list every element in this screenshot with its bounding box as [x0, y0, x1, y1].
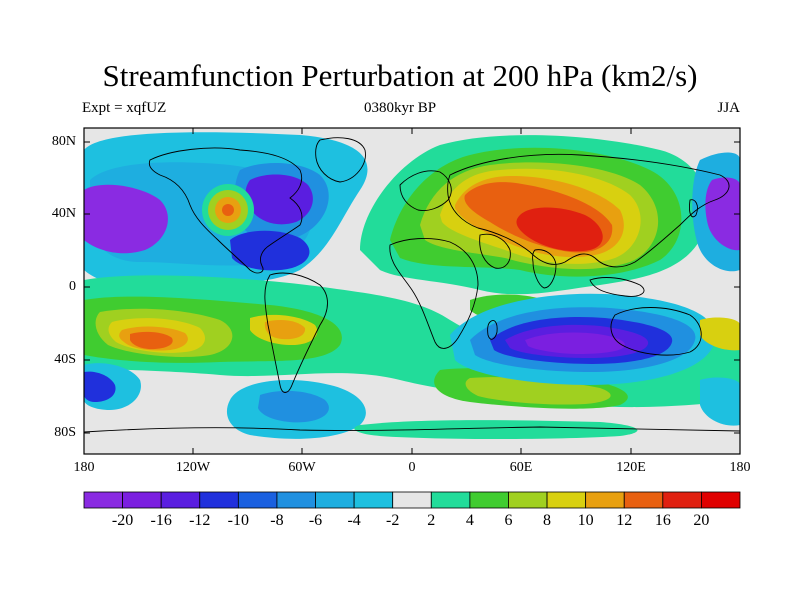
contour-pacific-pos-4	[222, 204, 234, 216]
colorbar-swatch	[508, 491, 548, 509]
contour-so-neg-right	[700, 377, 740, 426]
y-tick-label: 80N	[51, 134, 76, 149]
colorbar-swatch	[160, 491, 201, 509]
contour-so-neg-left2	[84, 371, 116, 402]
x-tick-label: 60W	[288, 460, 316, 475]
colorbar-swatch	[623, 491, 664, 509]
colorbar-swatch	[469, 491, 509, 509]
colorbar-swatch	[353, 491, 394, 509]
y-tick-label: 40S	[54, 352, 76, 367]
colorbar-label: 16	[654, 512, 671, 529]
colorbar-label: -20	[111, 512, 134, 529]
tick-marks	[84, 128, 740, 454]
colorbar-label: -10	[227, 512, 249, 529]
colorbar-swatch	[430, 491, 471, 509]
colorbar-label: -4	[347, 512, 361, 529]
colorbar-swatch	[701, 491, 741, 509]
time-label: 0380kyr BP	[363, 100, 437, 116]
colorbar-swatch	[315, 491, 355, 509]
colorbar-label: 8	[543, 512, 552, 529]
colorbar-label: -2	[386, 512, 400, 529]
y-tick-label: 80S	[54, 425, 76, 440]
colorbar-label: 4	[465, 512, 474, 529]
colorbar-label: -8	[270, 512, 284, 529]
colorbar-swatch	[237, 491, 278, 509]
colorbar	[83, 491, 741, 509]
contour-pacific-west-neg	[84, 184, 168, 254]
colorbar-swatch	[199, 491, 239, 509]
colorbar-swatch	[392, 491, 432, 509]
contour-eurasia-20	[516, 207, 603, 252]
chart-title: Streamfunction Perturbation at 200 hPa (…	[102, 58, 698, 93]
contour-aus-neg5	[525, 332, 625, 354]
colorbar-label: 2	[427, 512, 436, 529]
x-tick-label: 180	[73, 460, 95, 475]
coastlines	[84, 137, 740, 433]
y-tick-label: 0	[69, 279, 76, 294]
contour-so-neg-mid2	[258, 390, 329, 423]
colorbar-swatch	[662, 491, 702, 509]
x-tick-label: 60E	[509, 460, 533, 475]
x-tick-label: 180	[729, 460, 751, 475]
y-tick-label: 40N	[51, 206, 76, 221]
colorbar-label: 12	[616, 512, 633, 529]
contour-caribbean-neg	[230, 230, 310, 271]
colorbar-swatch	[585, 491, 625, 509]
colorbar-label: 6	[504, 512, 513, 529]
colorbar-swatch	[546, 491, 587, 509]
colorbar-swatch	[83, 491, 123, 509]
experiment-label: Expt = xqfUZ	[82, 100, 167, 116]
contour-antarctic-pos	[354, 420, 638, 439]
contour-east-edge-south-pos	[700, 317, 740, 351]
colorbar-label: -6	[308, 512, 323, 529]
colorbar-label: -12	[189, 512, 211, 529]
x-tick-label: 120E	[616, 460, 646, 475]
map-field	[84, 128, 740, 454]
colorbar-swatch	[122, 491, 162, 509]
season-label: JJA	[717, 100, 740, 116]
colorbar-label: 10	[577, 512, 594, 529]
x-tick-label: 0	[408, 460, 416, 475]
colorbar-label: 20	[693, 512, 710, 529]
contour-sp-pos16	[130, 331, 173, 350]
contour-sa-pos2	[264, 320, 306, 340]
x-tick-label: 120W	[175, 460, 211, 475]
contour-na-neg4	[245, 174, 313, 225]
contour-east-edge-neg2	[705, 177, 740, 251]
colorbar-label: -16	[150, 512, 172, 529]
colorbar-swatch	[276, 491, 316, 509]
